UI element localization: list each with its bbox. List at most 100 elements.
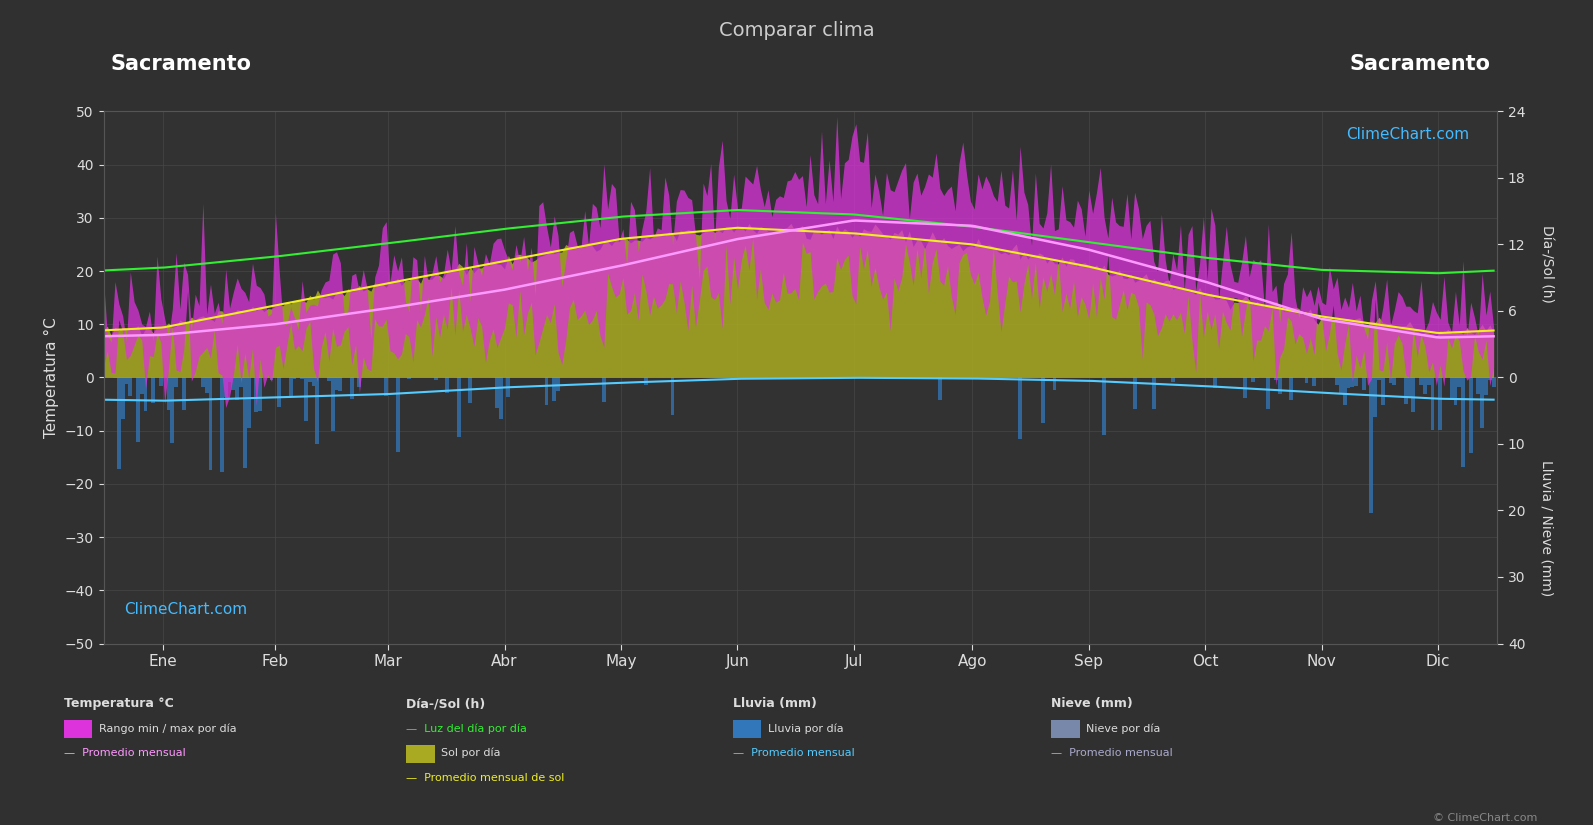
Bar — [315, 378, 319, 444]
Bar — [1212, 378, 1217, 388]
Bar — [556, 378, 559, 391]
Bar — [121, 378, 124, 418]
Bar — [1346, 378, 1351, 388]
Bar — [1488, 378, 1491, 380]
Bar — [1351, 378, 1354, 387]
Bar — [602, 378, 605, 403]
Text: ClimeChart.com: ClimeChart.com — [1346, 127, 1469, 143]
Text: Lluvia / Nieve (mm): Lluvia / Nieve (mm) — [1540, 460, 1553, 596]
Text: Nieve (mm): Nieve (mm) — [1051, 697, 1133, 710]
Bar — [1469, 378, 1472, 453]
Text: Temperatura °C: Temperatura °C — [64, 697, 174, 710]
Bar — [225, 378, 228, 398]
Bar — [239, 378, 242, 388]
Bar — [1018, 378, 1023, 439]
Bar — [1381, 378, 1384, 405]
Bar — [1133, 378, 1136, 409]
Bar — [277, 378, 280, 407]
Text: Día-/Sol (h): Día-/Sol (h) — [1540, 225, 1553, 303]
Text: Comparar clima: Comparar clima — [718, 21, 875, 40]
Bar — [1392, 378, 1395, 385]
Bar — [357, 378, 362, 387]
Bar — [1389, 378, 1392, 383]
Bar — [182, 378, 186, 409]
Bar — [1362, 378, 1365, 390]
Bar — [408, 378, 411, 379]
Bar — [327, 378, 331, 381]
Text: Sol por día: Sol por día — [441, 748, 500, 758]
Bar — [209, 378, 212, 469]
Bar — [1453, 378, 1458, 405]
Bar — [159, 378, 162, 386]
Text: ClimeChart.com: ClimeChart.com — [124, 602, 247, 617]
Bar — [457, 378, 460, 437]
Bar — [644, 378, 648, 385]
Bar — [1419, 378, 1423, 385]
Bar — [116, 378, 121, 469]
Bar — [151, 378, 155, 403]
Bar — [299, 378, 304, 379]
Bar — [258, 378, 261, 411]
Bar — [938, 378, 941, 400]
Bar — [1244, 378, 1247, 398]
Text: Sacramento: Sacramento — [110, 54, 252, 74]
Bar — [312, 378, 315, 386]
Bar — [236, 378, 239, 400]
Bar — [1152, 378, 1155, 409]
Bar — [124, 378, 129, 384]
Bar — [1461, 378, 1466, 467]
Bar — [1305, 378, 1308, 383]
Text: Lluvia por día: Lluvia por día — [768, 724, 843, 733]
Bar — [269, 378, 274, 380]
Bar — [1477, 378, 1480, 394]
Bar — [395, 378, 400, 452]
Text: Día-/Sol (h): Día-/Sol (h) — [406, 697, 486, 710]
Bar — [1427, 378, 1431, 384]
Bar — [1485, 378, 1488, 395]
Bar — [247, 378, 250, 428]
Text: —  Promedio mensual: — Promedio mensual — [733, 748, 854, 758]
Bar — [553, 378, 556, 401]
Bar — [335, 378, 338, 390]
Bar — [671, 378, 674, 415]
Bar — [1373, 378, 1376, 417]
Bar — [468, 378, 472, 403]
Bar — [1403, 378, 1408, 403]
Bar — [293, 378, 296, 379]
Bar — [1354, 378, 1357, 386]
Text: Nieve por día: Nieve por día — [1086, 724, 1161, 733]
Bar — [338, 378, 342, 391]
Bar — [1431, 378, 1434, 430]
Bar — [1340, 378, 1343, 393]
Bar — [1278, 378, 1282, 394]
Bar — [242, 378, 247, 468]
Bar — [1370, 378, 1373, 513]
Bar — [384, 378, 389, 396]
Bar — [1458, 378, 1461, 387]
Bar — [446, 378, 449, 394]
Text: © ClimeChart.com: © ClimeChart.com — [1432, 813, 1537, 823]
Bar — [1438, 378, 1442, 430]
Bar — [307, 378, 312, 382]
Bar — [1171, 378, 1174, 381]
Bar — [499, 378, 503, 419]
Text: —  Luz del día por día: — Luz del día por día — [406, 724, 527, 733]
Bar — [1423, 378, 1427, 394]
Bar — [140, 378, 143, 394]
Text: Lluvia (mm): Lluvia (mm) — [733, 697, 817, 710]
Bar — [231, 378, 236, 389]
Bar — [170, 378, 174, 444]
Bar — [205, 378, 209, 393]
Bar — [228, 378, 231, 383]
Bar — [143, 378, 148, 412]
Bar — [255, 378, 258, 412]
Bar — [201, 378, 205, 388]
Bar — [1491, 378, 1496, 387]
Bar — [331, 378, 335, 431]
Text: Sacramento: Sacramento — [1349, 54, 1491, 74]
Bar — [1376, 378, 1381, 380]
Bar — [1450, 378, 1453, 400]
Text: —  Promedio mensual de sol: — Promedio mensual de sol — [406, 773, 564, 783]
Bar — [1102, 378, 1106, 435]
Text: —  Promedio mensual: — Promedio mensual — [64, 748, 185, 758]
